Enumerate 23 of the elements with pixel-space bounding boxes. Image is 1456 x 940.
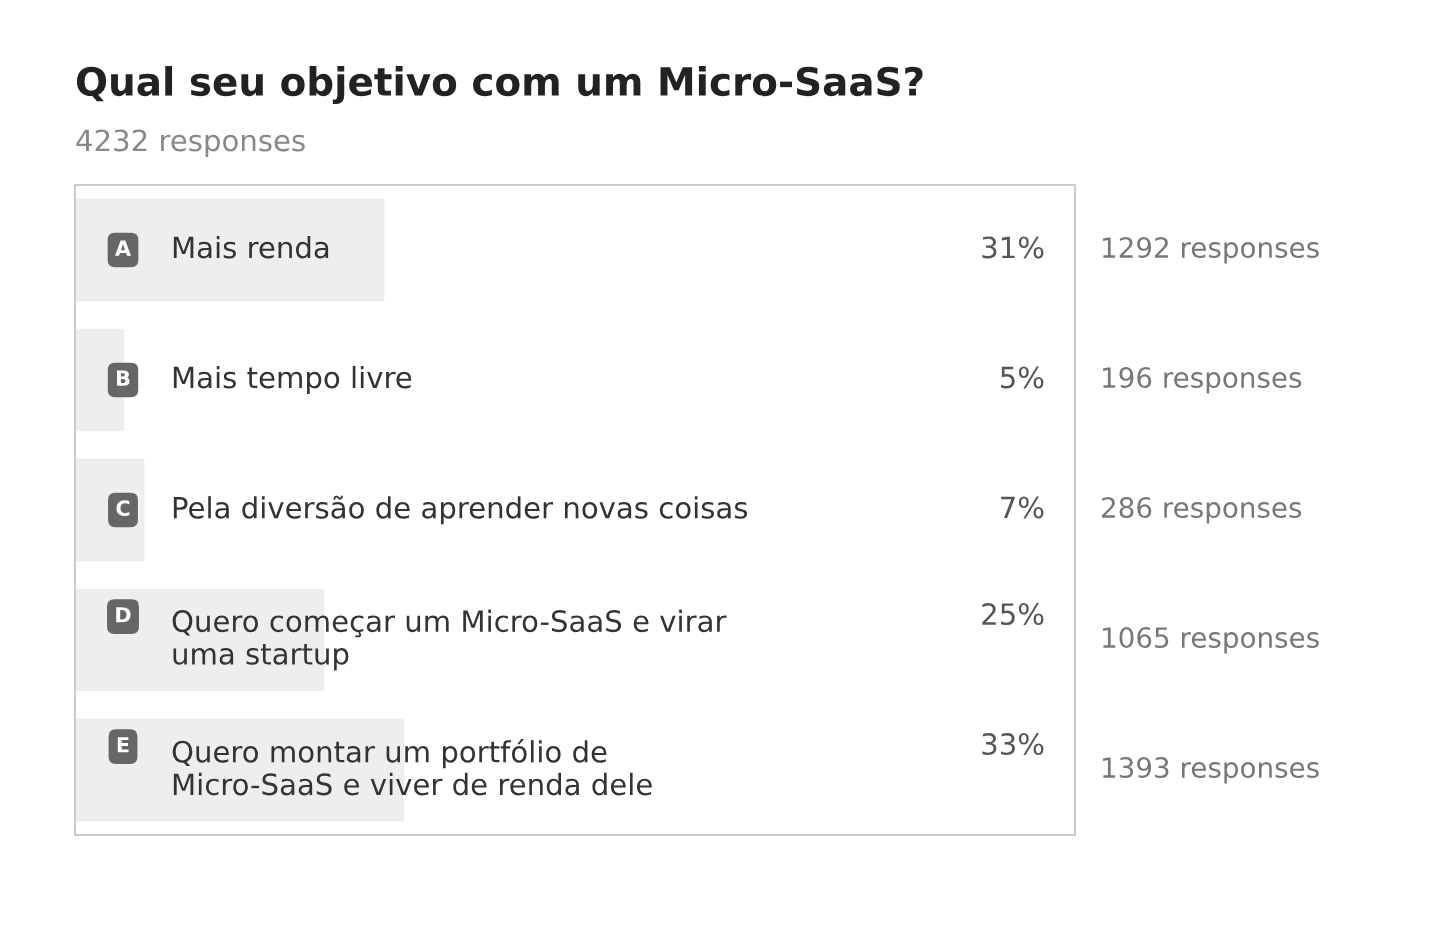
annotation: E: [117, 737, 129, 753]
text: 196 responses: [1103, 367, 1302, 394]
y-tick-label: Mais renda: [173, 235, 329, 259]
y-tick-label: Pela diversão de aprender novas coisas: [173, 495, 748, 525]
data-label: 25%: [982, 603, 1044, 626]
chart-title: Qual seu objetivo com um Micro-SaaS?: [76, 66, 923, 104]
text: 1292 responses: [1103, 237, 1319, 264]
text: 1393 responses: [1103, 757, 1319, 784]
data-label: 7%: [1001, 496, 1044, 519]
chart-subtitle: 4232 responses: [76, 129, 305, 158]
data-label: 33%: [982, 733, 1044, 756]
annotation: A: [115, 240, 131, 256]
annotation: B: [116, 370, 130, 386]
text: 286 responses: [1102, 497, 1302, 524]
data-label: 31%: [982, 236, 1044, 259]
annotation: C: [116, 500, 130, 517]
annotation: D: [116, 607, 131, 623]
bar: [75, 197, 386, 303]
data-label: 5%: [1000, 366, 1044, 389]
y-tick-label: Quero montar um portfólio de Micro-SaaS e viver de renda dele: [172, 738, 652, 796]
y-tick-label: Mais tempo livre: [173, 365, 412, 395]
text: 1065 responses: [1103, 627, 1319, 654]
y-tick-label: Quero começar um Micro-SaaS e virar uma startup: [172, 609, 727, 671]
